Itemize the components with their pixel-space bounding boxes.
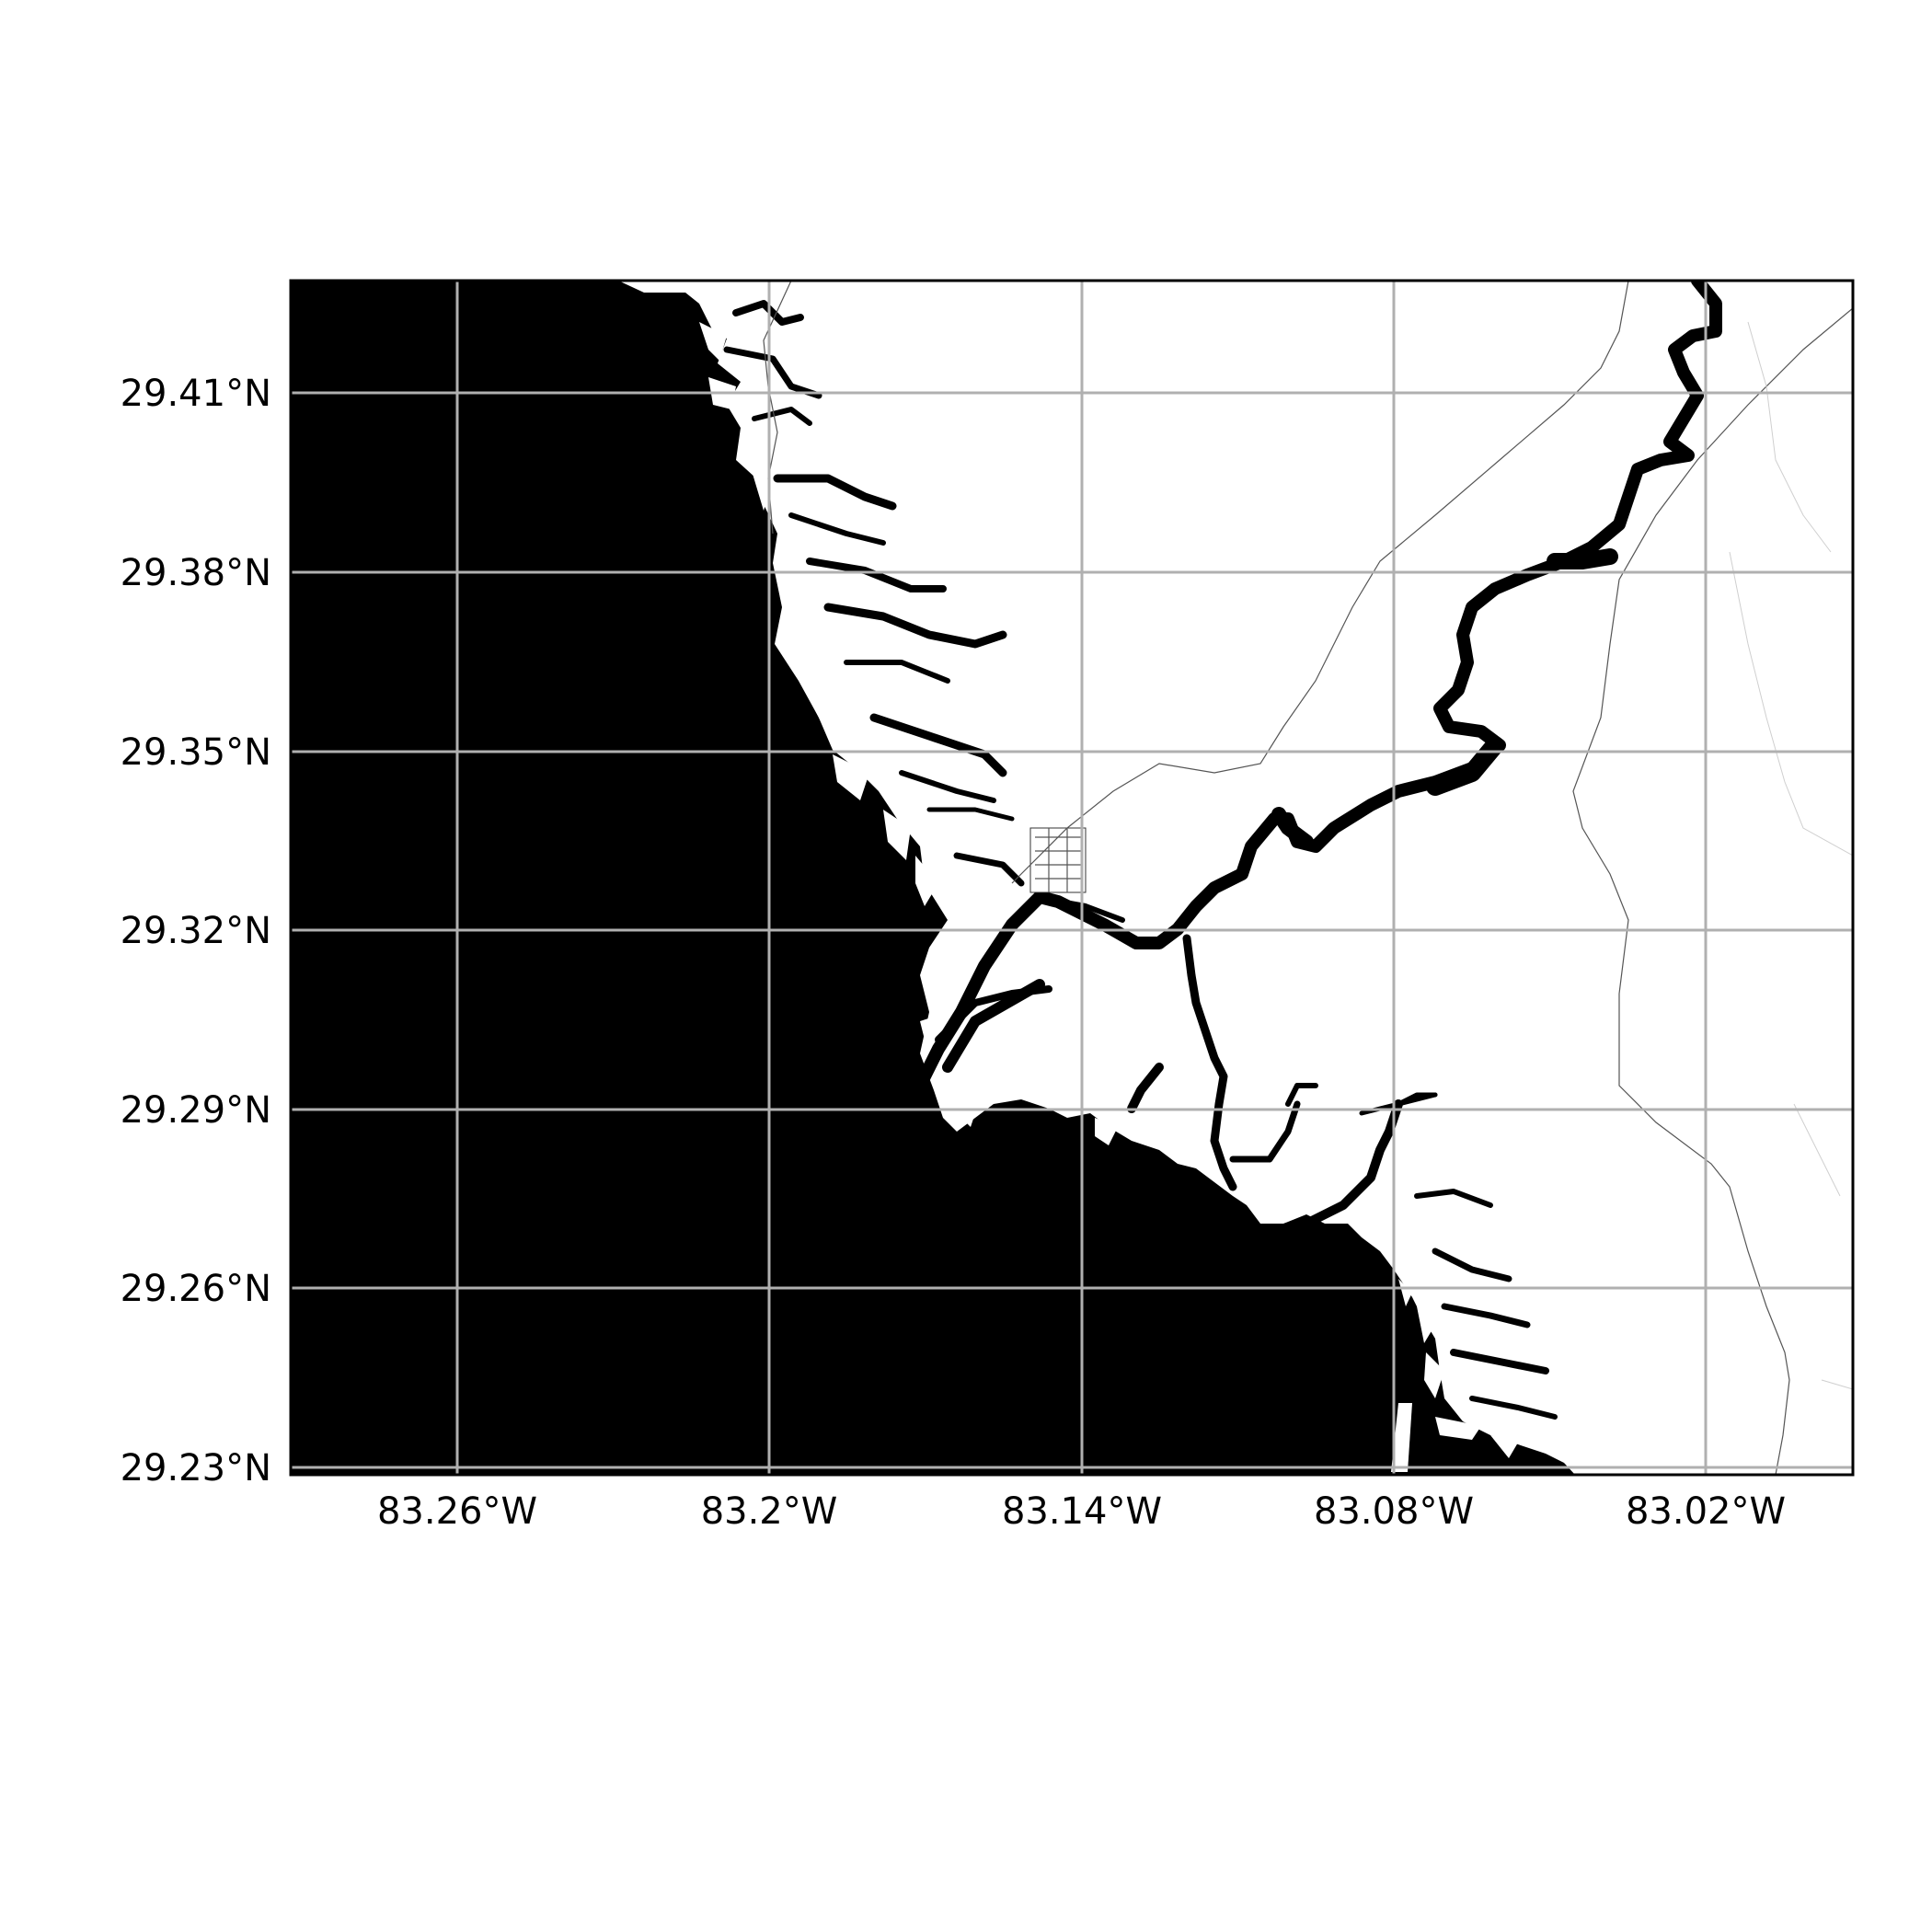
lon-tick-label: 83.02°W [1626,1490,1786,1533]
lon-tick-label: 83.2°W [701,1490,838,1533]
lat-tick-label: 29.38°N [121,552,271,594]
roads [763,281,1853,1475]
river-branches [935,894,1438,1228]
map-plot-area[interactable] [291,281,1853,1475]
lat-tick-label: 29.35°N [121,731,271,774]
lon-tick-labels: 83.26°W 83.2°W 83.14°W 83.08°W 83.02°W [377,1490,1786,1533]
map-frame [289,279,1855,1477]
lat-tick-label: 29.23°N [121,1447,271,1489]
gulf-water [291,281,1575,1475]
lat-tick-labels: 29.41°N 29.38°N 29.35°N 29.32°N 29.29°N … [121,373,271,1489]
lat-tick-label: 29.26°N [121,1268,271,1310]
tidal-creeks [723,300,1558,1420]
lon-tick-label: 83.14°W [1002,1490,1162,1533]
lat-tick-label: 29.41°N [121,373,271,415]
lat-tick-label: 29.32°N [121,910,271,952]
lon-tick-label: 83.08°W [1314,1490,1474,1533]
lat-tick-label: 29.29°N [121,1089,271,1132]
graticule [291,281,1853,1475]
lon-tick-label: 83.26°W [377,1490,537,1533]
suwannee-river [904,281,1722,1115]
